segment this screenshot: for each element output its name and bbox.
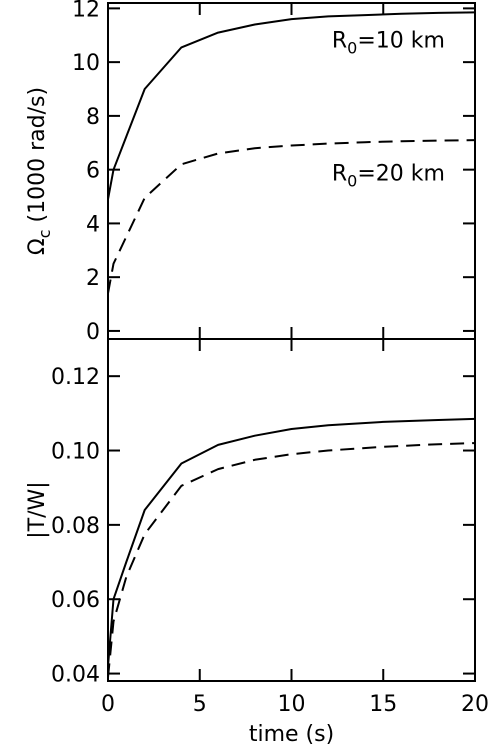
y-tick-label: 0.04 xyxy=(51,663,100,688)
x-axis-title: time (s) xyxy=(249,722,334,747)
y-tick-label: 0.12 xyxy=(51,365,100,390)
y-tick-label: 4 xyxy=(86,212,100,237)
x-tick-label: 5 xyxy=(193,692,207,717)
y-tick-label: 12 xyxy=(72,0,100,22)
y-tick-label: 2 xyxy=(86,266,100,291)
y-tick-label: 6 xyxy=(86,159,100,184)
y-axis-title: |T/W| xyxy=(25,481,50,538)
x-tick-label: 20 xyxy=(461,692,489,717)
y-tick-label: 0 xyxy=(86,320,100,345)
y-tick-label: 0.06 xyxy=(51,588,100,613)
x-tick-label: 0 xyxy=(101,692,115,717)
series-dashed-line xyxy=(107,442,476,678)
series-dashed-line xyxy=(107,139,476,294)
series-solid-line xyxy=(107,417,476,667)
x-tick-label: 15 xyxy=(369,692,397,717)
omega-panel: 0 2 4 6 8 10 12 Ωc (1000 rad/s) R0=10 km R0=20 km xyxy=(25,0,476,345)
y-tick-label: 10 xyxy=(72,51,100,76)
y-tick-label: 0.10 xyxy=(51,440,100,465)
y-axis-title: Ωc (1000 rad/s) xyxy=(25,87,54,255)
y-tick-label: 8 xyxy=(86,105,100,130)
x-tick-label: 10 xyxy=(278,692,306,717)
tw-panel: 0.04 0.06 0.08 0.10 0.12 0 5 10 15 20 |T/W| time (s… xyxy=(25,338,489,747)
series-solid-line xyxy=(107,11,476,200)
series-annotation: R0=10 km xyxy=(332,28,445,57)
y-tick-label: 0.08 xyxy=(51,514,100,539)
series-annotation: R0=20 km xyxy=(332,161,445,190)
